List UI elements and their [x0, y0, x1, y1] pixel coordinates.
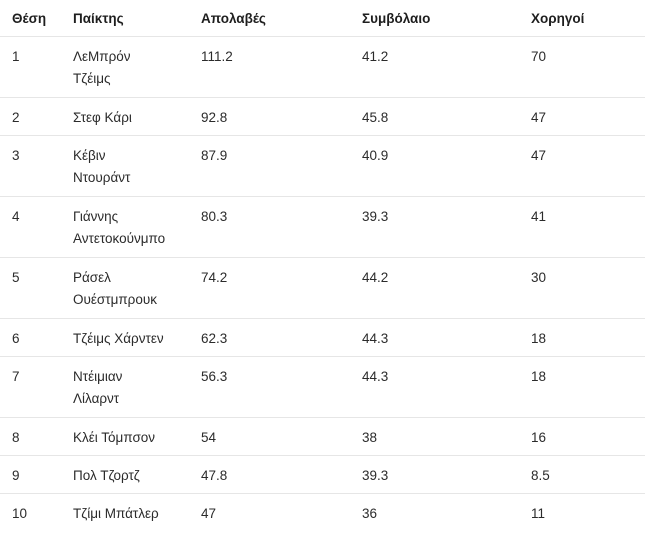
contract-cell: 44.3 [362, 369, 389, 384]
player-name-line: Ντέιμιαν [73, 369, 123, 384]
earnings-cell: 92.8 [201, 110, 228, 125]
player-cell: Τζέιμς Χάρντεν [73, 328, 191, 350]
rank-cell: 4 [12, 209, 20, 224]
player-name-line: Στεφ Κάρι [73, 110, 132, 125]
player-name-line: Γιάννης [73, 209, 119, 224]
player-name-line: Κλέι Τόμπσον [73, 430, 156, 445]
contract-cell: 40.9 [362, 148, 389, 163]
rank-cell: 7 [12, 369, 20, 384]
player-name-line: Τζέιμς Χάρντεν [73, 331, 164, 346]
player-name-line: Λίλαρντ [73, 391, 120, 406]
player-cell: Κλέι Τόμπσον [73, 427, 191, 449]
player-name-line: Τζέιμς [73, 71, 111, 86]
rank-cell: 9 [12, 468, 20, 483]
player-cell: Κέβιν Ντουράντ [73, 145, 191, 189]
player-name-line: Αντετοκούνμπο [73, 231, 166, 246]
rank-cell: 3 [12, 148, 20, 163]
contract-cell: 44.2 [362, 270, 389, 285]
rank-cell: 1 [12, 49, 20, 64]
table-row: 2 Στεφ Κάρι 92.8 45.8 47 [0, 98, 645, 136]
sponsors-cell: 11 [531, 506, 546, 521]
player-name-line: ΛεΜπρόν [73, 49, 131, 64]
sponsors-cell: 41 [531, 209, 547, 224]
header-rank: Θέση [12, 11, 47, 26]
earnings-cell: 56.3 [201, 369, 228, 384]
contract-cell: 39.3 [362, 209, 389, 224]
contract-cell: 41.2 [362, 49, 389, 64]
earnings-cell: 80.3 [201, 209, 228, 224]
contract-cell: 38 [362, 430, 378, 445]
table-row: 6 Τζέιμς Χάρντεν 62.3 44.3 18 [0, 319, 645, 357]
sponsors-cell: 18 [531, 369, 547, 384]
header-player: Παίκτης [73, 11, 124, 26]
rank-cell: 10 [12, 506, 28, 521]
player-cell: Πολ Τζορτζ [73, 465, 191, 487]
sponsors-cell: 8.5 [531, 468, 550, 483]
player-name-line: Ράσελ [73, 270, 111, 285]
earnings-cell: 87.9 [201, 148, 228, 163]
earnings-cell: 74.2 [201, 270, 228, 285]
table-row: 4 Γιάννης Αντετοκούνμπο 80.3 39.3 41 [0, 197, 645, 258]
contract-cell: 36 [362, 506, 378, 521]
rank-cell: 6 [12, 331, 20, 346]
player-name-line: Ντουράντ [73, 170, 131, 185]
sponsors-cell: 30 [531, 270, 547, 285]
table-row: 3 Κέβιν Ντουράντ 87.9 40.9 47 [0, 136, 645, 197]
player-cell: Τζίμι Μπάτλερ [73, 503, 191, 525]
earnings-cell: 54 [201, 430, 217, 445]
sponsors-cell: 47 [531, 110, 547, 125]
player-cell: Στεφ Κάρι [73, 107, 191, 129]
table-row: 1 ΛεΜπρόν Τζέιμς 111.2 41.2 70 [0, 37, 645, 98]
sponsors-cell: 70 [531, 49, 547, 64]
player-cell: Γιάννης Αντετοκούνμπο [73, 206, 191, 250]
contract-cell: 45.8 [362, 110, 389, 125]
table-header: Θέση Παίκτης Απολαβές Συμβόλαιο Χορηγοί [0, 0, 645, 37]
player-cell: ΛεΜπρόν Τζέιμς [73, 46, 191, 90]
contract-cell: 44.3 [362, 331, 389, 346]
earnings-cell: 111.2 [201, 49, 233, 64]
sponsors-cell: 47 [531, 148, 547, 163]
player-cell: Ντέιμιαν Λίλαρντ [73, 366, 191, 410]
table-row: 5 Ράσελ Ουέστμπρουκ 74.2 44.2 30 [0, 258, 645, 319]
rank-cell: 8 [12, 430, 20, 445]
contract-cell: 39.3 [362, 468, 389, 483]
header-earnings: Απολαβές [201, 11, 266, 26]
table-row: 10 Τζίμι Μπάτλερ 47 36 11 [0, 494, 645, 533]
earnings-cell: 47 [201, 506, 217, 521]
header-sponsors: Χορηγοί [531, 11, 585, 26]
player-cell: Ράσελ Ουέστμπρουκ [73, 267, 191, 311]
table-row: 9 Πολ Τζορτζ 47.8 39.3 8.5 [0, 456, 645, 494]
rank-cell: 2 [12, 110, 20, 125]
earnings-cell: 62.3 [201, 331, 228, 346]
sponsors-cell: 16 [531, 430, 547, 445]
table-row: 8 Κλέι Τόμπσον 54 38 16 [0, 418, 645, 456]
earnings-cell: 47.8 [201, 468, 228, 483]
sponsors-cell: 18 [531, 331, 547, 346]
table-row: 7 Ντέιμιαν Λίλαρντ 56.3 44.3 18 [0, 357, 645, 418]
player-name-line: Κέβιν [73, 148, 106, 163]
header-contract: Συμβόλαιο [362, 11, 431, 26]
player-name-line: Ουέστμπρουκ [73, 292, 157, 307]
rank-cell: 5 [12, 270, 20, 285]
earnings-table: Θέση Παίκτης Απολαβές Συμβόλαιο Χορηγοί … [0, 0, 645, 533]
player-name-line: Πολ Τζορτζ [73, 468, 140, 483]
player-name-line: Τζίμι Μπάτλερ [73, 506, 159, 521]
